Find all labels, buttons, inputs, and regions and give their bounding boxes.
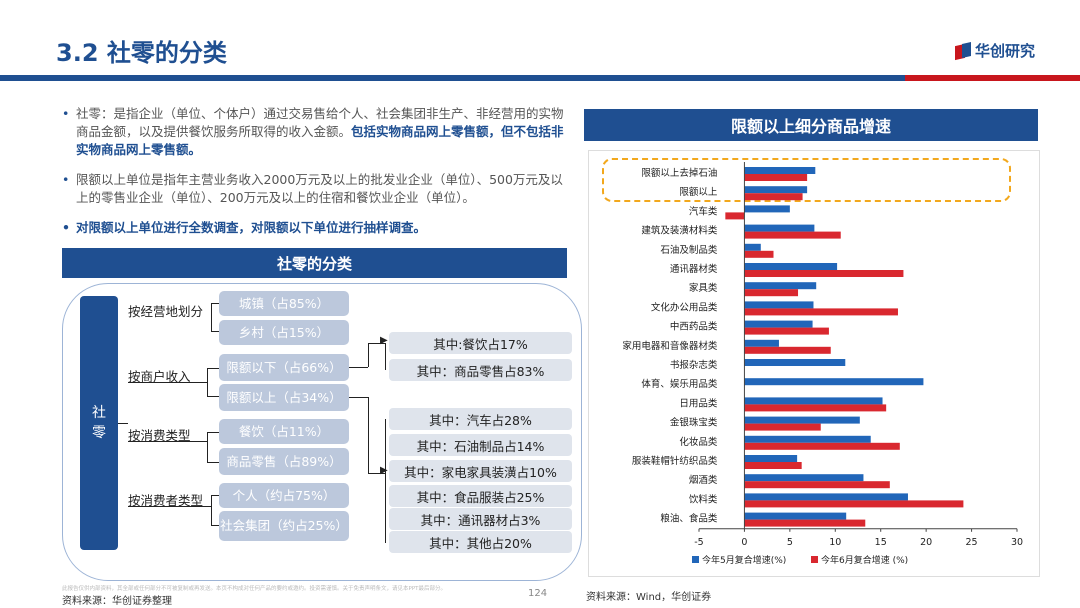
connector-line <box>211 303 212 331</box>
connector-line <box>211 495 212 525</box>
connector-line <box>211 525 219 526</box>
category-label: 按经营地划分 <box>128 304 204 319</box>
category-label: 按消费类型 <box>128 428 191 443</box>
bullet-definition: • 社零：是指企业（单位、个体户）通过交易售给个人、社会集团非生产、非经营用的实… <box>62 106 564 157</box>
sub-item: 其中：商品零售占83% <box>389 359 572 381</box>
node-rural: 乡村（占15%） <box>219 320 349 345</box>
connector-line <box>207 368 208 396</box>
connector-line <box>368 473 385 474</box>
connector-line <box>368 343 369 367</box>
classification-frame <box>62 283 582 581</box>
header-rule-accent <box>905 75 1080 81</box>
bullet-text: 对限额以上单位进行全数调查，对限额以下单位进行抽样调查。 <box>76 220 427 235</box>
connector-line <box>118 423 128 424</box>
connector-line <box>385 343 386 370</box>
root-label: 社 零 <box>92 405 106 441</box>
connector-line <box>349 397 368 398</box>
bullet-list: • 社零：是指企业（单位、个体户）通过交易售给个人、社会集团非生产、非经营用的实… <box>62 105 567 249</box>
brand-logo: 华创研究 <box>955 40 1035 61</box>
connector-line <box>349 367 368 368</box>
connector-line <box>368 343 385 344</box>
sub-item: 其中：汽车占28% <box>389 408 572 430</box>
chart-title: 限额以上细分商品增速 <box>584 109 1038 141</box>
connector-line <box>207 396 219 397</box>
connector-line <box>211 331 219 332</box>
highlight-box <box>602 158 1011 202</box>
arrow-icon: ▶ <box>380 465 388 476</box>
bullet-text: 社零：是指企业（单位、个体户）通过交易售给个人、社会集团非生产、非经营用的实物商… <box>76 106 564 139</box>
connector-line <box>211 495 219 496</box>
sub-item: 其中：通讯器材占3% <box>389 508 572 530</box>
chart-frame <box>588 150 1040 577</box>
connector-line <box>207 432 219 433</box>
bullet-highlight: 包括实物商品网上零售额，但不包括非实物商品网上零售额。 <box>76 124 564 157</box>
connector-line <box>385 419 386 543</box>
bullet-text: 限额以上单位是指年主营业务收入2000万元及以上的批发业企业（单位）、500万元… <box>76 172 563 205</box>
connector-line <box>207 368 219 369</box>
connector-line <box>128 382 208 383</box>
sub-item: 其中：家电家具装潢占10% <box>389 460 572 482</box>
page-title: 3.2 社零的分类 <box>56 39 227 67</box>
classification-banner: 社零的分类 <box>62 248 567 278</box>
root-node: 社 零 <box>80 296 118 550</box>
source-right: 资料来源：Wind，华创证券 <box>586 592 712 603</box>
node-urban: 城镇（占85%） <box>219 291 349 316</box>
sub-item: 其中：食品服装占25% <box>389 485 572 507</box>
sub-item: 其中：其他占20% <box>389 531 572 553</box>
node-social-group: 社会集团（约占25%） <box>219 511 349 541</box>
page-number: 124 <box>528 588 548 599</box>
brand-name: 华创研究 <box>975 42 1036 60</box>
arrow-icon: ▶ <box>380 335 388 346</box>
category-label: 按商户收入 <box>128 369 191 384</box>
connector-line <box>207 432 208 462</box>
connector-line <box>207 462 219 463</box>
bullet-survey: • 对限额以上单位进行全数调查，对限额以下单位进行抽样调查。 <box>62 220 427 235</box>
disclaimer: 此报告仅供内部资料，其全部或任何部分不可被复制或再发送。本页不构成对任何产品的要… <box>62 586 446 592</box>
header-rule <box>0 75 1080 81</box>
bullet-threshold: • 限额以上单位是指年主营业务收入2000万元及以上的批发业企业（单位）、500… <box>62 171 567 207</box>
node-catering: 餐饮（占11%） <box>219 419 349 444</box>
node-below-limit: 限额以下（占66%） <box>219 354 349 381</box>
logo-icon <box>955 41 971 60</box>
connector-line <box>128 506 211 507</box>
connector-line <box>128 441 208 442</box>
node-above-limit: 限额以上（占34%） <box>219 384 349 411</box>
sub-item: 其中:餐饮占17% <box>389 332 572 354</box>
source-left: 资料来源：华创证券整理 <box>62 596 172 607</box>
category-label: 按消费者类型 <box>128 493 204 508</box>
connector-line <box>368 397 369 473</box>
node-retail: 商品零售（占89%） <box>219 448 349 475</box>
connector-line <box>211 303 219 304</box>
node-individual: 个人（约占75%） <box>219 483 349 508</box>
sub-item: 其中：石油制品占14% <box>389 434 572 456</box>
